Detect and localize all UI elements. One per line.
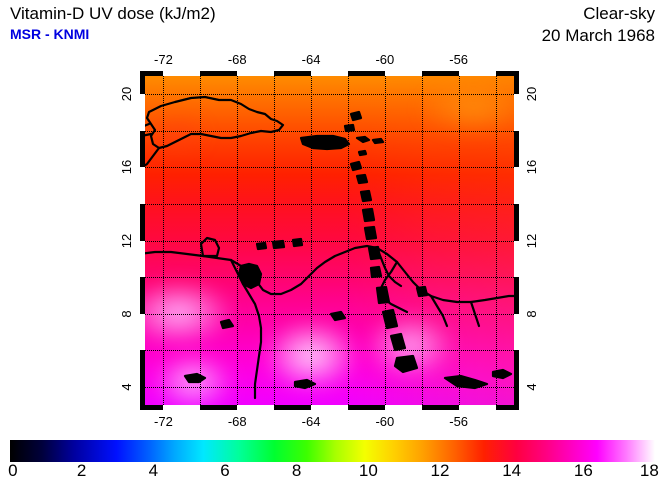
tick-segment — [514, 240, 519, 278]
colorbar-tick-label: 18 — [639, 461, 659, 480]
colorbar-tick-label: 0 — [8, 461, 18, 480]
plot-frame — [140, 71, 519, 410]
gridline-parallel — [145, 350, 514, 352]
colorbar-tick-label: 4 — [148, 461, 159, 480]
colorbar-tick-label: 10 — [358, 461, 378, 480]
axis-tick-label-bottom: -72 — [154, 414, 173, 429]
axis-tick-label-top: -64 — [301, 52, 321, 67]
high-dose-blob — [145, 279, 234, 346]
gridline-parallel — [145, 203, 514, 205]
colorbar-tick-label: 8 — [291, 461, 302, 480]
axis-tick-label-right: 8 — [524, 309, 539, 318]
tick-segment — [514, 167, 519, 204]
tick-segment — [163, 405, 201, 410]
gridline-parallel — [145, 167, 514, 169]
tick-segment — [140, 240, 145, 278]
low-dose-blob — [418, 82, 514, 136]
tick-segment — [514, 94, 519, 131]
tick-segment — [140, 313, 145, 351]
axis-tick-label-top: -68 — [227, 52, 247, 67]
axis-tick-label-left: 4 — [119, 383, 134, 391]
gridline-parallel — [145, 240, 514, 242]
coastline-overlay — [145, 95, 514, 400]
gridline-parallel — [145, 277, 514, 279]
data-source-label: MSR - KNMI — [10, 26, 90, 42]
tick-segment — [384, 405, 422, 410]
tick-segment — [514, 313, 519, 351]
date-label: 20 March 1968 — [541, 26, 655, 45]
tick-segment — [237, 71, 275, 76]
axis-tick-label-right: 16 — [524, 160, 539, 175]
axis-tick-label-left: 8 — [119, 309, 134, 318]
colorbar-tick-label: 14 — [502, 461, 522, 480]
tick-segment — [140, 167, 145, 204]
axis-tick-label-top: -56 — [449, 52, 469, 67]
tick-segment — [237, 405, 275, 410]
colorbar-tick-labels: 0 2 4 6 8 10 12 14 16 18 — [0, 462, 665, 480]
tick-segment — [140, 94, 145, 131]
axis-tick-label-top: -72 — [154, 52, 173, 67]
axis-tick-label-left: 12 — [119, 233, 134, 248]
axis-tick-label-bottom: -60 — [375, 414, 395, 429]
gridline-parallel — [145, 386, 514, 388]
tick-segment — [163, 71, 201, 76]
colorbar-tick-label: 12 — [430, 461, 450, 480]
tick-segment — [311, 405, 348, 410]
gridline-parallel — [145, 313, 514, 315]
page-title: Vitamin-D UV dose (kJ/m2) — [10, 4, 216, 23]
colorbar-gradient — [10, 440, 655, 462]
sky-condition-label: Clear-sky — [583, 4, 655, 23]
axis-tick-label-right: 12 — [524, 233, 539, 248]
colorbar-tick-label: 6 — [220, 461, 230, 480]
axis-tick-label-bottom: -64 — [301, 414, 321, 429]
axis-tick-label-bottom: -68 — [227, 414, 247, 429]
axis-tick-label-top: -60 — [375, 52, 395, 67]
tick-segment — [311, 71, 348, 76]
axis-tick-label-bottom: -56 — [449, 414, 469, 429]
axis-tick-label-left: 20 — [119, 87, 134, 102]
gridline-parallel — [145, 94, 514, 96]
colorbar-tick-label: 2 — [76, 461, 87, 480]
axis-tick-label-right: 20 — [524, 87, 539, 102]
graticule — [145, 76, 514, 405]
tick-segment — [384, 71, 422, 76]
uv-dose-heatmap-field — [145, 76, 514, 405]
map-plot — [140, 71, 519, 410]
axis-tick-label-right: 4 — [524, 383, 539, 391]
colorbar-tick-label: 16 — [573, 461, 593, 480]
tick-segment — [458, 405, 496, 410]
axis-tick-label-left: 16 — [119, 160, 134, 175]
tick-segment — [458, 71, 496, 76]
gridline-parallel — [145, 130, 514, 132]
colorbar — [10, 440, 655, 462]
